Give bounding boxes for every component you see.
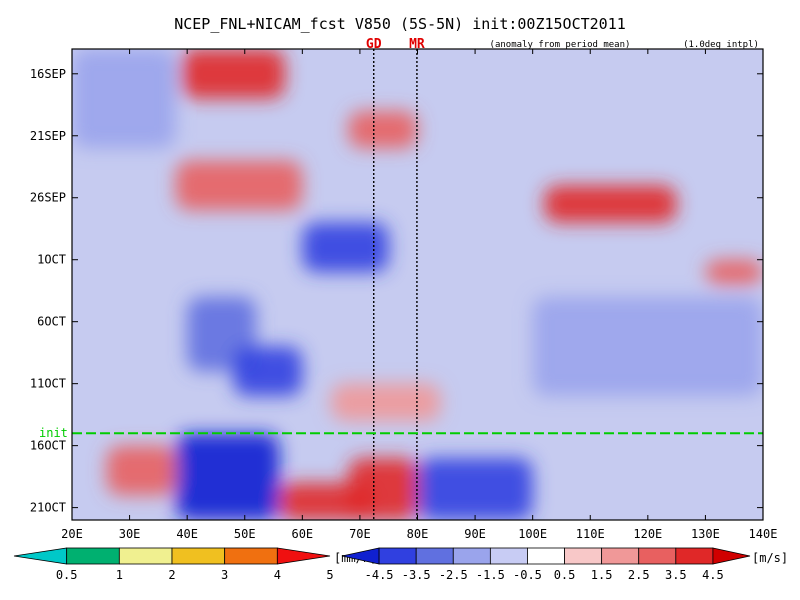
y-tick-label-4: 6OCT: [37, 315, 66, 329]
y-tick-label-7: 21OCT: [30, 501, 66, 515]
wind-level-label-8: 3.5: [665, 568, 687, 582]
y-axis: 16SEP 21SEP 26SEP 1OCT 6OCT 11OCT 16OCT 21OCT: [30, 67, 763, 515]
anomaly-region-neg-14: [532, 296, 763, 397]
precip-swatch-2: [118, 547, 173, 565]
precip-swatch-0: [13, 547, 68, 565]
wind-level-label-6: 1.5: [591, 568, 613, 582]
wind-swatch-8: [638, 547, 677, 565]
y-tick-label-3: 1OCT: [37, 253, 66, 267]
x-tick-label-8: 100E: [518, 527, 547, 541]
chart-subtitle-right: (1.0deg intpl): [683, 40, 759, 50]
marker-label-1: MR: [409, 37, 425, 52]
wind-swatch-1: [378, 547, 417, 565]
wind-colorbar: -4.5 -3.5 -2.5 -1.5 -0.5 0.5 1.5 2.5 3.5 4.5 [m/s]: [341, 547, 788, 582]
precip-swatch-4: [224, 547, 278, 565]
x-tick-label-4: 60E: [291, 527, 313, 541]
wind-unit-label: [m/s]: [752, 551, 788, 565]
marker-label-0: GD: [366, 37, 382, 52]
precip-swatch-5: [276, 547, 331, 565]
x-tick-label-12: 140E: [749, 527, 778, 541]
x-tick-label-7: 90E: [464, 527, 486, 541]
precip-level-label-2: 2: [168, 568, 175, 582]
wind-level-label-7: 2.5: [628, 568, 650, 582]
precip-level-label-0: 0.5: [56, 568, 78, 582]
wind-level-label-3: -1.5: [476, 568, 505, 582]
chart-title: NCEP_FNL+NICAM_fcst V850 (5S-5N) init:00…: [174, 15, 626, 33]
precip-level-label-1: 1: [116, 568, 123, 582]
y-tick-label-1: 21SEP: [30, 129, 66, 143]
wind-level-label-9: 4.5: [702, 568, 724, 582]
plot-area: GD MR init: [39, 37, 764, 521]
anomaly-layer: [72, 49, 763, 520]
x-tick-label-0: 20E: [61, 527, 83, 541]
init-layer: init: [39, 426, 763, 440]
anomaly-region-pos-0: [181, 49, 286, 99]
wind-level-label-5: 0.5: [554, 568, 576, 582]
precip-swatch-1: [66, 547, 120, 565]
precip-level-label-5: 5: [326, 568, 333, 582]
y-tick-label-0: 16SEP: [30, 67, 66, 81]
wind-swatch-6: [564, 547, 603, 565]
x-tick-label-9: 110E: [576, 527, 605, 541]
x-tick-label-5: 70E: [349, 527, 371, 541]
precip-level-label-4: 4: [274, 568, 281, 582]
wind-swatch-2: [415, 547, 454, 565]
chart-subtitle-left: (anomaly from period mean): [490, 40, 631, 50]
anomaly-region-pos-3: [544, 185, 677, 223]
anomaly-region-neg-9: [302, 222, 389, 273]
wind-level-label-4: -0.5: [513, 568, 542, 582]
x-tick-label-2: 40E: [176, 527, 198, 541]
x-axis: 20E 30E 40E 50E 60E 70E 80E 90E 100E 110E 120E 130E…: [61, 49, 777, 541]
anomaly-region-neg-12: [175, 433, 280, 520]
x-tick-label-1: 30E: [119, 527, 141, 541]
anomaly-region-pos-5: [331, 383, 441, 421]
x-tick-label-6: 80E: [407, 527, 429, 541]
wind-level-label-0: -4.5: [365, 568, 394, 582]
wind-swatch-10: [712, 547, 751, 565]
precip-swatch-3: [171, 547, 226, 565]
x-tick-label-11: 130E: [691, 527, 720, 541]
wind-swatch-5: [527, 547, 565, 565]
x-tick-label-3: 50E: [234, 527, 256, 541]
marker-layer: GD MR: [366, 37, 425, 520]
wind-level-label-1: -3.5: [402, 568, 431, 582]
init-label: init: [39, 426, 68, 440]
wind-swatch-4: [489, 547, 528, 565]
anomaly-region-neg-13: [417, 458, 533, 520]
wind-swatch-7: [601, 547, 640, 565]
anomaly-region-pos-7: [279, 482, 372, 520]
anomaly-region-pos-8: [106, 445, 176, 496]
wind-level-label-2: -2.5: [439, 568, 468, 582]
anomaly-region-neg-15: [72, 49, 176, 149]
x-tick-label-10: 120E: [633, 527, 662, 541]
y-tick-label-2: 26SEP: [30, 191, 66, 205]
anomaly-region-neg-11: [233, 346, 303, 397]
y-tick-label-6: 16OCT: [30, 439, 66, 453]
wind-swatch-9: [675, 547, 714, 565]
y-tick-label-5: 11OCT: [30, 377, 66, 391]
wind-swatch-3: [452, 547, 491, 565]
anomaly-region-pos-1: [348, 110, 418, 149]
anomaly-region-pos-4: [705, 259, 763, 285]
anomaly-region-pos-2: [175, 160, 303, 211]
precip-level-label-3: 3: [221, 568, 228, 582]
